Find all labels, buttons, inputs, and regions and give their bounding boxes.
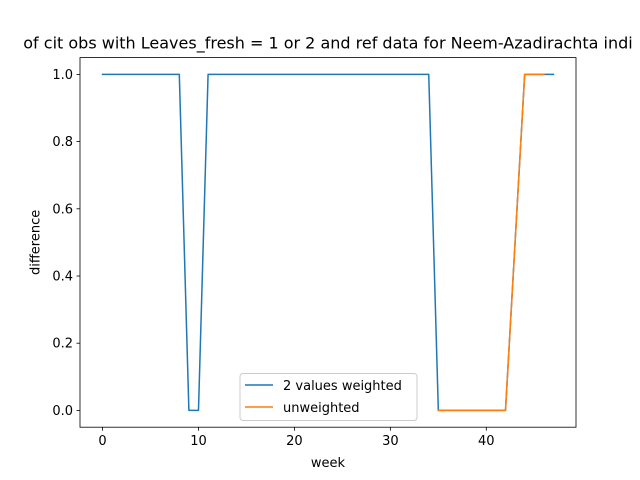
y-tick-label: 0.2 bbox=[52, 337, 73, 352]
y-tick-label: 0.8 bbox=[52, 135, 73, 150]
y-axis-ticks: 0.0 0.2 0.4 0.6 0.8 1.0 bbox=[52, 68, 80, 419]
y-tick-label: 0.4 bbox=[52, 270, 73, 285]
y-tick-label: 1.0 bbox=[52, 68, 73, 83]
series-line-unweighted bbox=[437, 73, 545, 412]
legend-box bbox=[239, 373, 418, 421]
x-tick-label: 30 bbox=[382, 434, 399, 449]
y-tick-label: 0.0 bbox=[52, 404, 73, 419]
y-axis-label: difference bbox=[29, 210, 44, 275]
y-tick-label: 0.6 bbox=[52, 202, 73, 217]
x-axis-ticks: 0 10 20 30 40 bbox=[98, 427, 495, 449]
x-tick-label: 0 bbox=[98, 434, 106, 449]
x-tick-label: 40 bbox=[478, 434, 495, 449]
legend-label-unweighted: unweighted bbox=[283, 401, 360, 416]
chart-title: of cit obs with Leaves_fresh = 1 or 2 an… bbox=[23, 34, 632, 54]
legend-label-weighted: 2 values weighted bbox=[283, 379, 402, 394]
x-tick-label: 20 bbox=[286, 434, 303, 449]
series-layer bbox=[101, 73, 555, 412]
plot-frame bbox=[79, 57, 577, 428]
legend: 2 values weighted unweighted bbox=[239, 373, 418, 421]
x-axis-label: week bbox=[311, 456, 346, 471]
x-tick-label: 10 bbox=[190, 434, 207, 449]
